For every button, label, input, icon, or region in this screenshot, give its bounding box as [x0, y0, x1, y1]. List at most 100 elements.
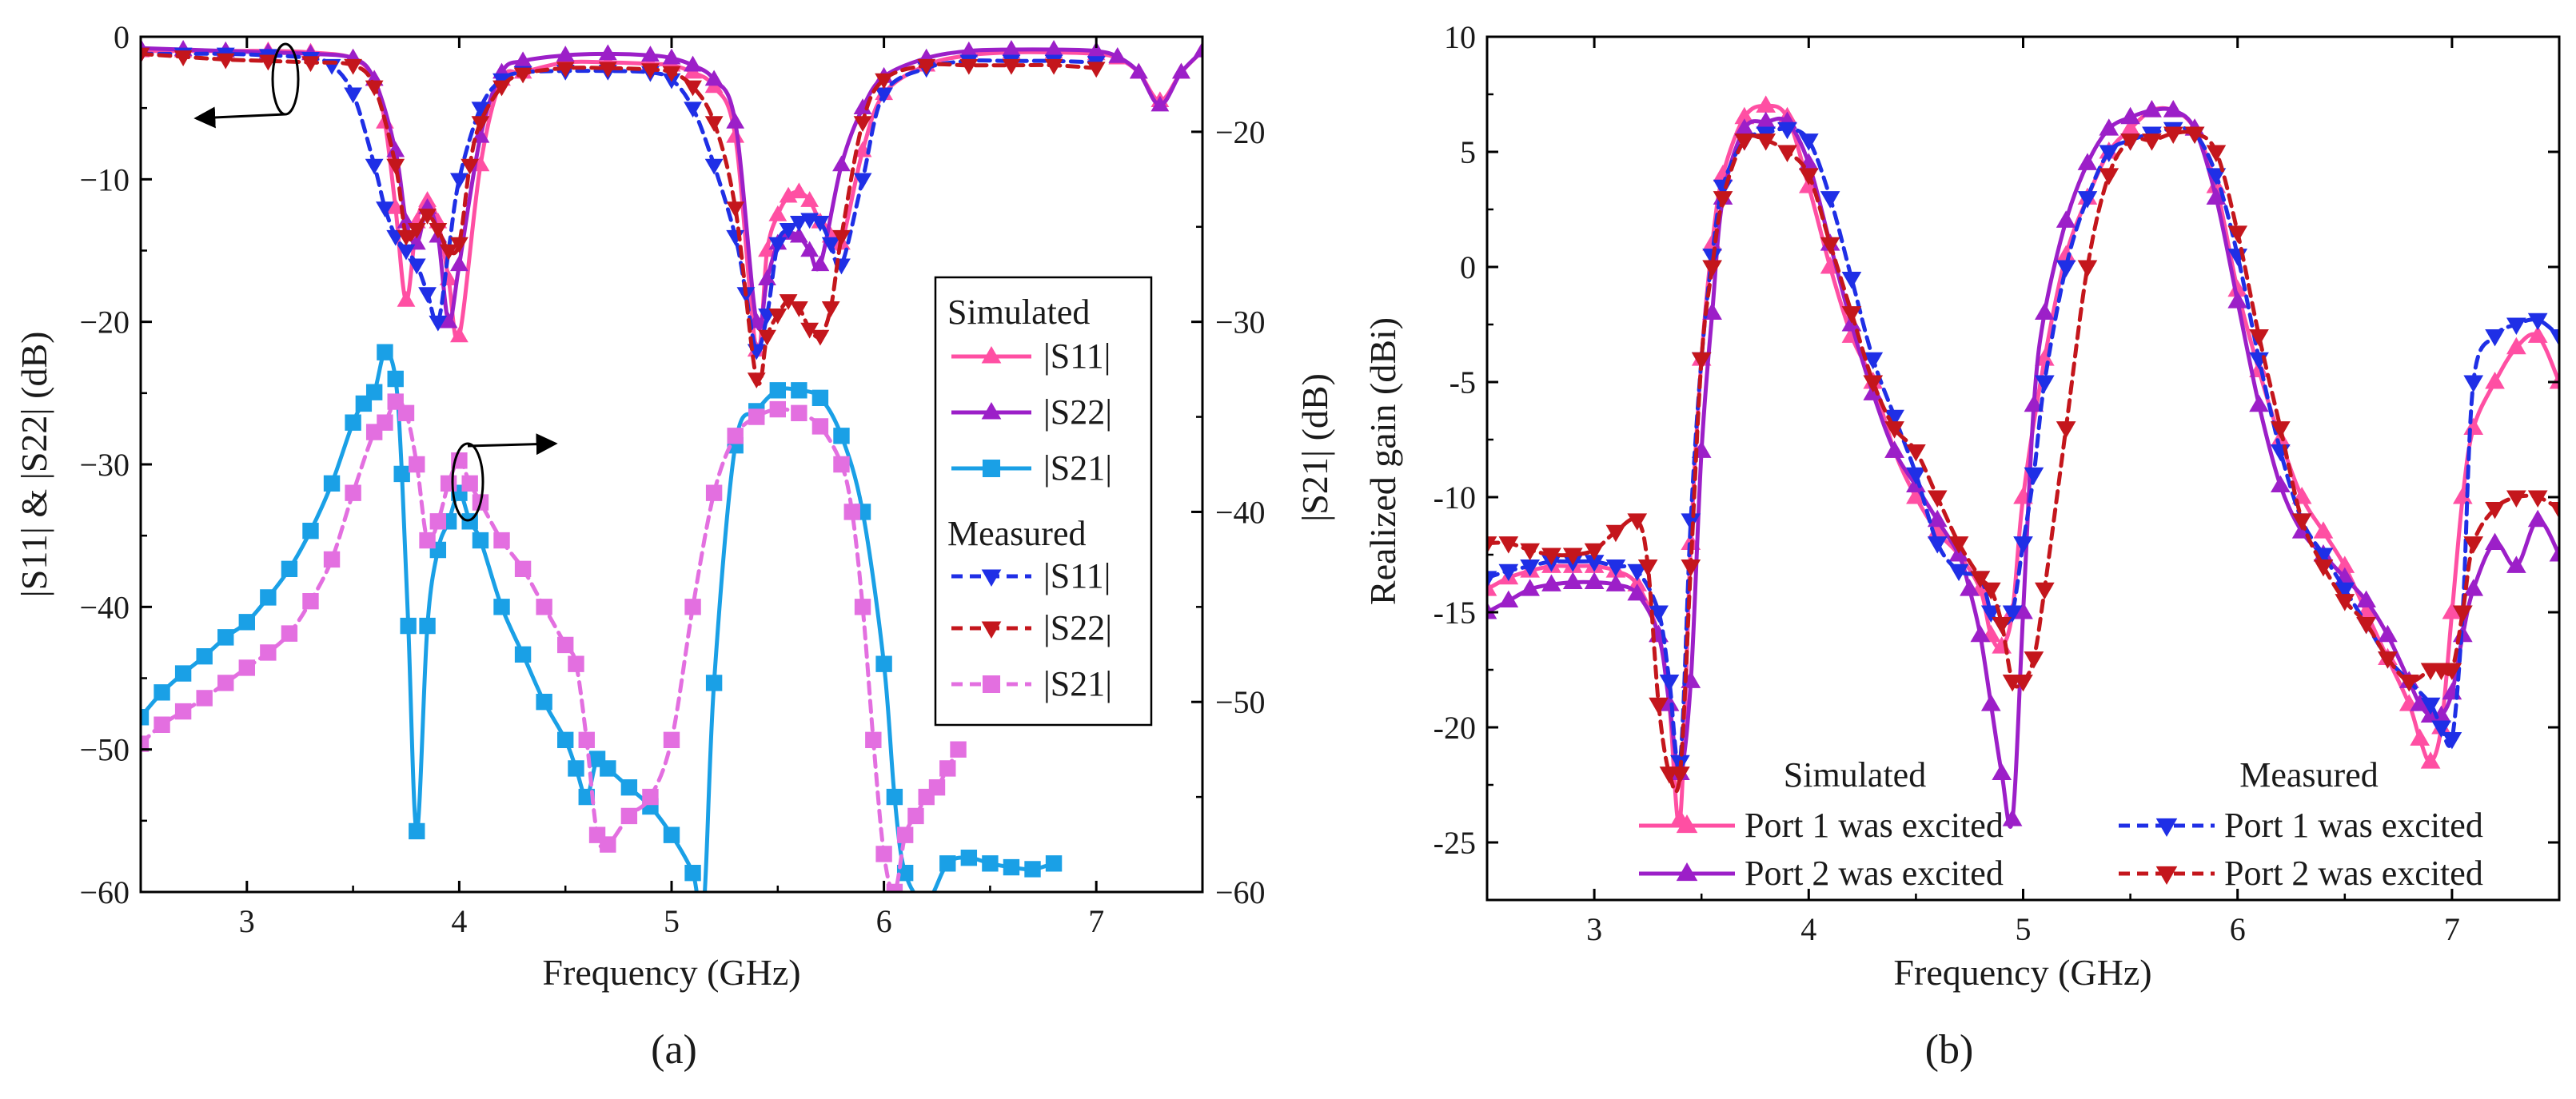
panel-a-series-simulated-s11-point	[758, 241, 776, 257]
panel-b-series-measured-port-1-was-excited-point	[2506, 317, 2526, 335]
panel-a-series-measured-s21-point	[345, 484, 361, 501]
panel-b-series-measured-port-2-was-excited-point	[1627, 513, 1648, 531]
panel-b-series-simulated-port-2-was-excited-point	[1541, 574, 1561, 591]
panel-a-y-tick-label: 0	[114, 19, 130, 55]
legend-b-measured-port-2-was-excited-label: Port 2 was excited	[2224, 854, 2483, 893]
panel-b-series-measured-port-2-was-excited-point	[1734, 133, 1755, 151]
panel-b-series-measured-port-2-was-excited-point	[2013, 674, 2033, 692]
panel-a-series-simulated-s22-point	[789, 226, 808, 243]
panel-b-series-simulated-port-2-was-excited-point	[2120, 106, 2140, 125]
panel-a-series-measured-s22-point	[439, 244, 458, 261]
panel-b-series-measured-port-2-was-excited-point	[1637, 559, 1658, 577]
panel-a-x-tick-label: 7	[1088, 903, 1104, 939]
panel-a-series-simulated-s22-point	[641, 46, 660, 62]
panel-a-series-simulated-s22-point	[1150, 95, 1170, 112]
panel-b-x-tick-label: 7	[2444, 911, 2460, 947]
panel-b-series-measured-port-1-was-excited-point	[1980, 605, 2001, 623]
legend-a-measured-s22-label: |S22|	[1043, 608, 1112, 647]
panel-a-series-simulated-s21-point	[1003, 858, 1020, 876]
panel-b-series-measured-port-2-was-excited-point	[1520, 543, 1540, 561]
legend-b-simulated-title: Simulated	[1784, 755, 1926, 794]
panel-b-series-measured-port-1-was-excited-point	[2549, 329, 2559, 347]
panel-a-series-simulated-s22-line	[141, 46, 1202, 331]
panel-a-series-measured-s22-point	[800, 322, 819, 339]
panel-b-series-measured-port-2-was-excited-point	[2206, 145, 2227, 162]
panel-b-series-simulated-port-1-was-excited-point	[2313, 521, 2334, 539]
panel-b-series-measured-port-2-was-excited-point	[1884, 421, 1904, 439]
legend-a-simulated-s21-label: |S21|	[1043, 448, 1112, 488]
panel-a-series-simulated-s22-point	[726, 113, 745, 129]
panel-b-series-simulated-port-2-was-excited-point	[1960, 579, 1980, 596]
panel-a-series-simulated-s21-point	[536, 694, 552, 711]
panel-a-series-simulated-s21-point	[409, 822, 425, 840]
panel-b-series-simulated-port-2-was-excited-point	[1734, 118, 1755, 136]
panel-a-series-simulated-s21-point	[238, 614, 255, 631]
panel-b-series-simulated-port-2-was-excited-point	[2356, 590, 2376, 608]
panel-a-series-measured-s21-point	[620, 807, 638, 825]
panel-a-series-simulated-s22-point	[684, 55, 702, 72]
panel-a-series-measured-s11-point	[704, 158, 724, 175]
panel-a-series-measured-s22-point	[429, 222, 448, 239]
panel-a-series-measured-s21-point	[217, 675, 234, 691]
legend-b-simulated-port-2-was-excited-label: Port 2 was excited	[1745, 854, 2004, 893]
panel-a-series-measured-s21-point	[440, 475, 457, 492]
panel-a-y-tick-label: −10	[79, 161, 130, 197]
panel-b-series-measured-port-2-was-excited-point	[1927, 490, 1948, 508]
right-axis-arrow	[467, 433, 558, 456]
panel-a-series-simulated-s21-point	[919, 894, 935, 910]
legend-b-simulated-port-1-was-excited-label: Port 1 was excited	[1745, 806, 2004, 845]
panel-b-series-measured-port-2-was-excited-point	[2249, 329, 2269, 347]
panel-a-series-simulated-s21-point	[141, 709, 150, 726]
panel-a-series-measured-s21-point	[174, 703, 192, 720]
panel-b-series-measured-port-1-was-excited-point	[2099, 145, 2119, 162]
legend-a-measured-s11-swatch-marker	[981, 569, 1002, 587]
panel-a-series-simulated-s22-point	[1129, 62, 1148, 79]
panel-a-series-simulated-s22-point	[1108, 46, 1127, 63]
panel-a-series-simulated-s11-point	[800, 191, 819, 207]
panel-a-legend: Simulated |S11| |S22| |S21| |S11| |S22| |S21|…	[934, 276, 1153, 727]
panel-a-series-measured-s22-point	[386, 158, 405, 175]
panel-a-series-measured-s21-point	[302, 593, 319, 610]
panel-a-series-measured-s21-point	[419, 532, 436, 549]
panel-b-series-measured-port-2-was-excited-point	[2142, 133, 2162, 151]
panel-a-series-simulated-s11-point	[450, 326, 469, 343]
panel-a-series-measured-s22-point	[789, 301, 808, 317]
panel-b-chart: 3 4 5 6 7 10 5 0 -5 -10 -15 -20 -25 Simulated Measur…	[1362, 19, 2561, 1073]
panel-a-x-tick-label: 6	[876, 903, 892, 939]
panel-b-series-measured-port-1-was-excited-point	[2431, 720, 2451, 738]
panel-a-x-tick-label: 4	[451, 903, 467, 939]
panel-b-series-simulated-port-2-was-excited-point	[2142, 100, 2162, 117]
panel-b-series-simulated-port-2-was-excited-point	[2034, 302, 2055, 321]
panel-a-series-simulated-s22-point	[556, 46, 575, 62]
panel-a-series-simulated-s21-point	[260, 589, 277, 606]
panel-a-series-measured-s21-point	[461, 475, 478, 492]
right-axis-indicator-ellipse	[451, 442, 484, 522]
panel-a-series-simulated-s22-point	[1044, 40, 1063, 56]
panel-a-series-simulated-s22-point	[1193, 41, 1202, 58]
panel-a-series-simulated-s22-point	[450, 255, 469, 272]
panel-a-y-axis-label: |S11| & |S22| (dB)	[14, 332, 54, 598]
panel-a-series-measured-s21-point	[141, 735, 150, 752]
panel-a-series-measured-s11-point	[768, 237, 788, 253]
legend-a-simulated-s11-swatch-marker	[981, 346, 1002, 364]
panel-a-series-simulated-s21-point	[1024, 861, 1041, 878]
panel-b-series-simulated-port-2-was-excited-point	[1756, 111, 1776, 129]
panel-a-series-measured-s21-point	[928, 779, 946, 796]
panel-b-series-simulated-port-1-was-excited-point	[2120, 118, 2140, 136]
panel-b-series-measured-port-1-was-excited-point	[1487, 571, 1497, 588]
panel-b-x-tick-label: 4	[1800, 911, 1816, 947]
panel-b-series-simulated-port-2-was-excited-point	[1927, 509, 1948, 528]
panel-a-series-measured-s22-point	[768, 308, 788, 325]
panel-b-series-simulated-port-2-was-excited-point	[1520, 579, 1540, 596]
left-axis-arrow	[193, 106, 286, 129]
panel-b-series-simulated-port-2-was-excited	[1487, 100, 2559, 829]
panel-b-series-measured-port-2-was-excited-point	[2463, 536, 2484, 554]
panel-b-series-measured-port-1-was-excited-point	[2002, 605, 2023, 623]
legend-a-simulated-s11: |S11|	[951, 336, 1111, 376]
panel-b-series-measured-port-1-was-excited-point	[1649, 605, 1669, 623]
panel-a-series-measured-s21-point	[896, 826, 914, 843]
panel-a-series-measured-s22-point	[365, 80, 384, 97]
panel-a-series-measured-s21-point	[409, 456, 425, 473]
panel-b-series-simulated-port-1-was-excited-point	[2485, 372, 2505, 389]
panel-a-series-simulated-s21-point	[493, 599, 510, 615]
